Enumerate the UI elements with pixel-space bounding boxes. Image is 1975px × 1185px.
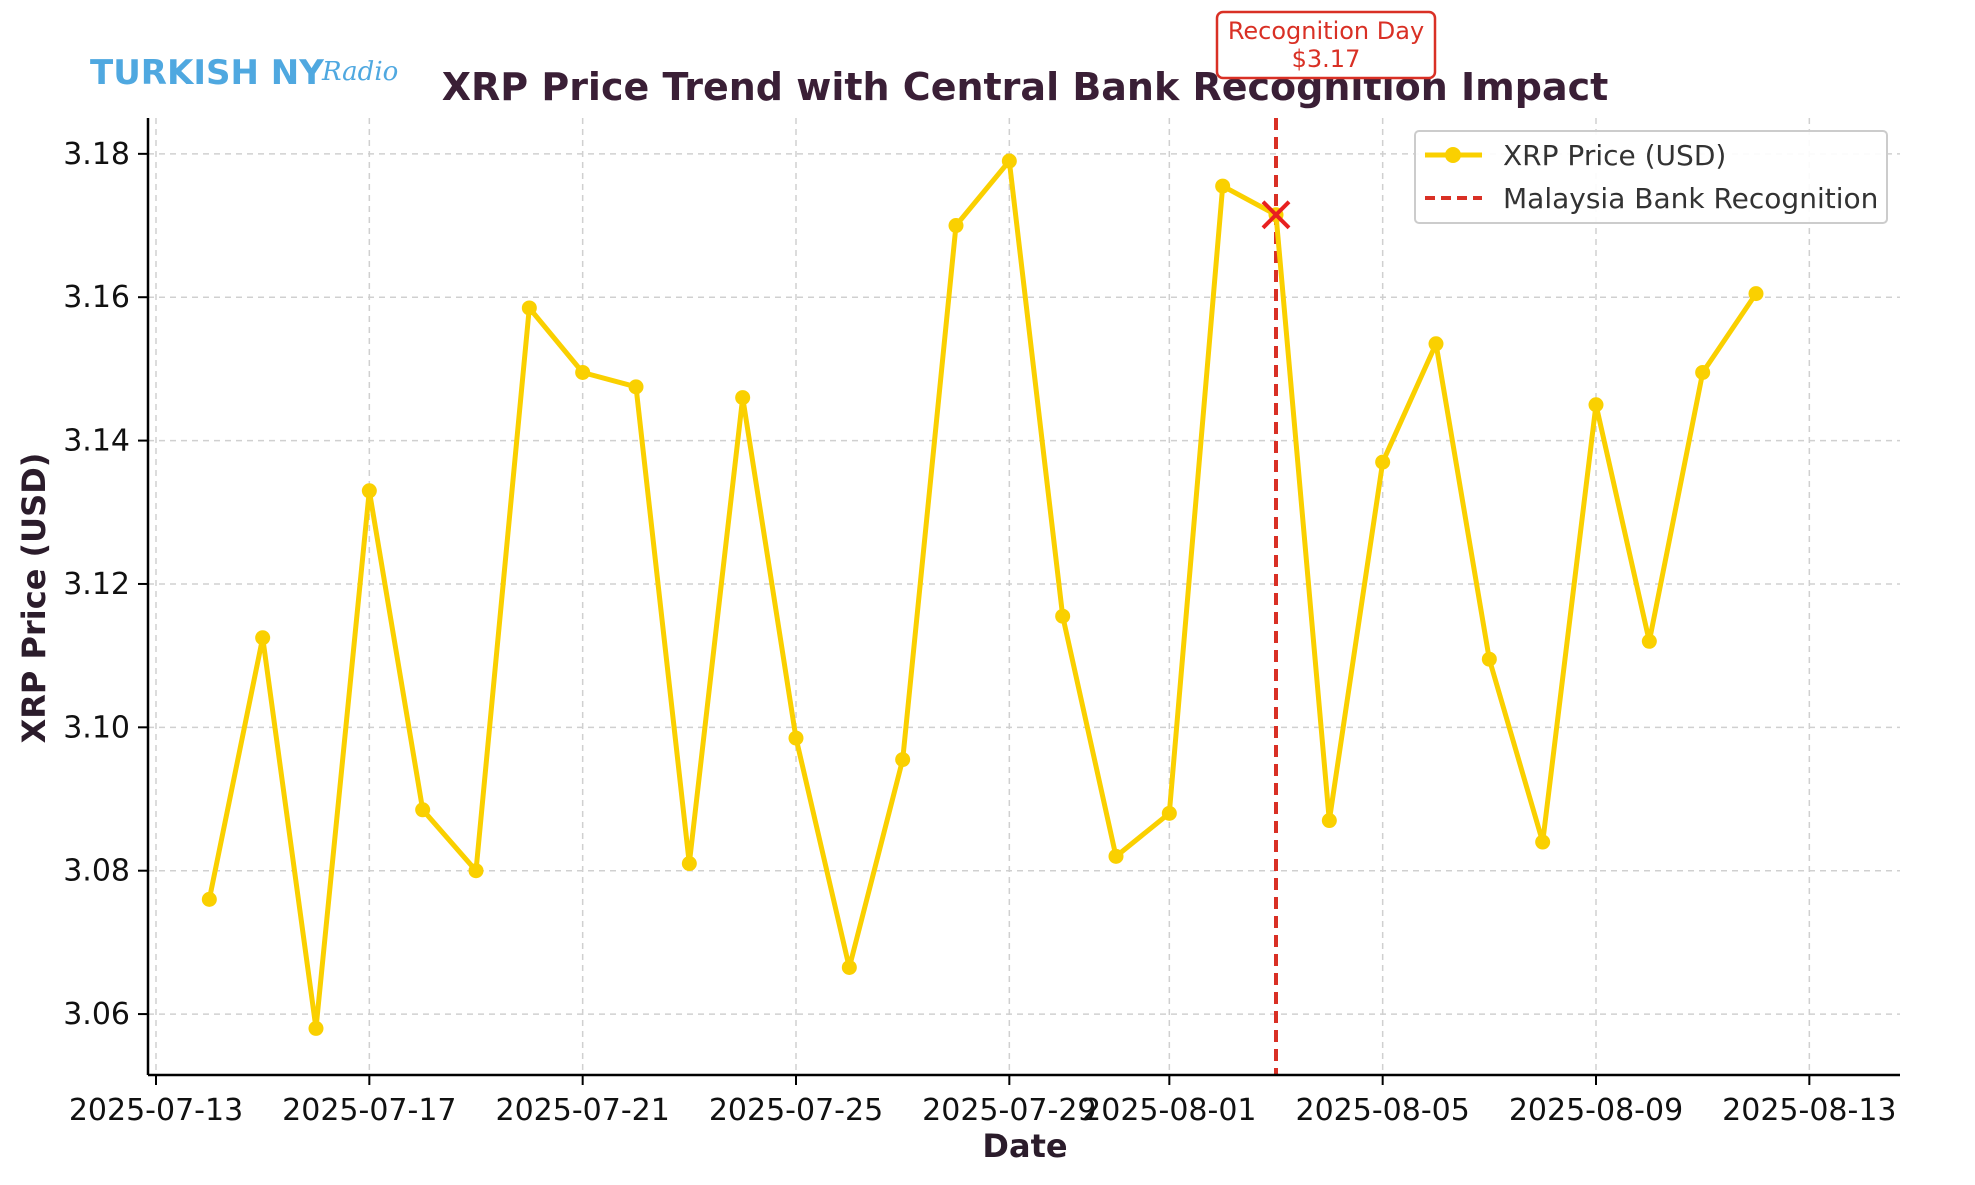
legend: XRP Price (USD) Malaysia Bank Recognitio…	[1414, 130, 1888, 224]
legend-reference-label: Malaysia Bank Recognition	[1503, 182, 1878, 215]
y-axis-label: XRP Price (USD)	[15, 453, 53, 744]
data-point	[948, 218, 964, 234]
y-tick-label: 3.10	[63, 710, 130, 745]
annotation-box	[1215, 10, 1437, 80]
x-tick-label: 2025-07-21	[495, 1093, 669, 1128]
data-point	[1428, 336, 1444, 352]
data-point	[1535, 834, 1551, 850]
logo: TURKISH NY Radio	[90, 53, 398, 93]
series-line	[206, 158, 1759, 1031]
data-point	[1695, 364, 1711, 380]
x-tick-label: 2025-08-13	[1722, 1093, 1896, 1128]
series-layer	[201, 153, 1764, 1036]
data-point	[628, 379, 644, 395]
data-point	[361, 483, 377, 499]
x-tick-label: 2025-08-09	[1509, 1093, 1683, 1128]
data-point	[1108, 848, 1124, 864]
data-point	[1641, 633, 1657, 649]
annotation-layer: Recognition Day$3.17	[1215, 10, 1437, 230]
data-point	[1481, 651, 1497, 667]
data-point	[468, 863, 484, 879]
legend-series-marker	[1445, 147, 1461, 163]
recognition-marker	[1261, 200, 1291, 230]
x-tick-label: 2025-08-01	[1082, 1093, 1256, 1128]
data-point	[1375, 454, 1391, 470]
data-point	[1161, 805, 1177, 821]
data-point	[788, 730, 804, 746]
data-point	[1001, 153, 1017, 169]
y-tick-label: 3.12	[63, 567, 130, 602]
annotation-value: $3.17	[1292, 45, 1361, 73]
data-point	[255, 630, 271, 646]
annotation-title: Recognition Day	[1228, 17, 1424, 45]
data-point	[895, 752, 911, 768]
x-tick-label: 2025-07-17	[282, 1093, 456, 1128]
x-axis-label: Date	[982, 1127, 1067, 1165]
grid-layer	[148, 118, 1900, 1075]
data-point	[201, 891, 217, 907]
legend-series-label: XRP Price (USD)	[1503, 139, 1726, 172]
x-tick-label: 2025-08-05	[1295, 1093, 1469, 1128]
data-point	[841, 959, 857, 975]
data-point	[1588, 397, 1604, 413]
data-point	[1748, 286, 1764, 302]
x-tick-label: 2025-07-13	[69, 1093, 243, 1128]
y-tick-label: 3.16	[63, 280, 130, 315]
data-point	[1215, 178, 1231, 194]
data-point	[681, 856, 697, 872]
y-tick-label: 3.06	[63, 997, 130, 1032]
data-point	[735, 390, 751, 406]
data-point	[575, 364, 591, 380]
logo-main-text: TURKISH NY	[90, 53, 324, 93]
y-tick-label: 3.14	[63, 424, 130, 459]
x-tick-label: 2025-07-25	[709, 1093, 883, 1128]
data-point	[1321, 813, 1337, 829]
y-tick-label: 3.08	[63, 854, 130, 889]
data-point	[308, 1020, 324, 1036]
data-point	[1055, 608, 1071, 624]
legend-frame	[1414, 130, 1888, 224]
y-tick-label: 3.18	[63, 137, 130, 172]
data-point	[521, 300, 537, 316]
axes-layer: 3.06 3.08 3.10 3.12 3.14 3.16 3.18 2025-07-13 20…	[63, 118, 1900, 1128]
logo-script-text: Radio	[321, 57, 398, 87]
x-tick-label: 2025-07-29	[922, 1093, 1096, 1128]
data-point	[415, 802, 431, 818]
